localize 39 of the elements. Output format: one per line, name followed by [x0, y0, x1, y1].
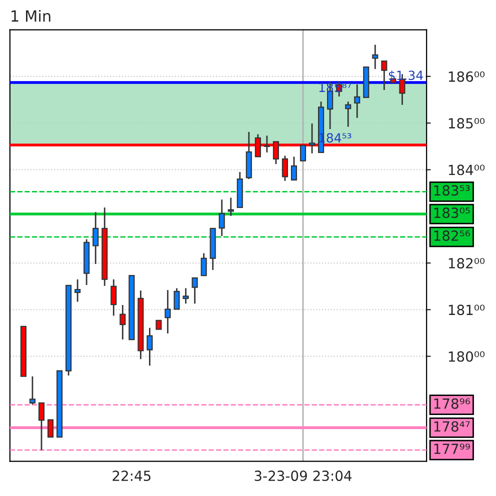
candlestick: [110, 278, 117, 316]
candlestick: [74, 278, 81, 302]
candlestick: [120, 304, 126, 340]
candlestick: [290, 156, 298, 181]
y-tick-label: 182⁰⁰: [448, 258, 485, 268]
ref-line-label: 183⁰⁵: [434, 208, 470, 218]
y-tick-label: 181⁰⁰: [448, 304, 485, 316]
ref-line-label: 177⁹⁹: [434, 444, 470, 454]
y-tick-label: 186⁰⁰: [448, 71, 485, 82]
candlestick: [164, 289, 171, 334]
candlestick: [47, 419, 54, 438]
ref-line-label: 178⁴⁷: [434, 421, 470, 432]
candlestick: [381, 60, 388, 91]
x-tick-label: 3-23-09 23:04: [254, 470, 352, 482]
candlestick: [345, 100, 352, 128]
candlestick: [38, 402, 45, 451]
candlestick: [372, 44, 378, 70]
candlestick: [200, 252, 207, 276]
candlestick: [300, 144, 306, 162]
candlestick: [174, 288, 180, 310]
y-tick-label: 180⁰⁰: [448, 351, 485, 362]
candlestick: [354, 84, 360, 119]
candlestick: [218, 198, 225, 237]
chart-title: 1 Min: [12, 10, 50, 22]
y-tick-label: 185⁰⁰: [448, 118, 485, 129]
y-tick-label: 184⁰⁰: [448, 164, 485, 176]
candlestick: [192, 277, 198, 304]
candlestick: [182, 288, 189, 304]
candlestick: [308, 122, 316, 154]
x-tick-label: 22:45: [112, 470, 150, 482]
ref-line-label: 182⁵⁶: [434, 230, 470, 241]
candlestick: [29, 376, 36, 406]
candlestick: [92, 211, 99, 265]
candlestick: [228, 197, 234, 217]
candlestick: [146, 327, 153, 366]
candlestick: [264, 134, 270, 154]
candlestick: [282, 155, 288, 182]
ref-line-label: 183⁵³: [434, 185, 470, 196]
ref-line-label: 178⁹⁶: [434, 398, 470, 409]
